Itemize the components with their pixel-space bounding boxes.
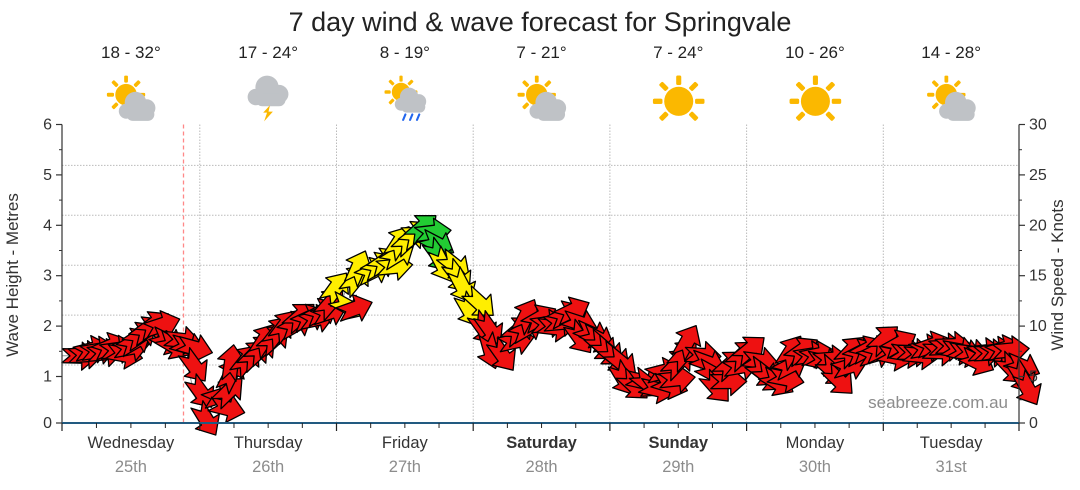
svg-text:3: 3 bbox=[43, 268, 52, 285]
svg-text:6: 6 bbox=[43, 117, 52, 134]
svg-text:18 - 32°: 18 - 32° bbox=[101, 43, 161, 62]
svg-text:25th: 25th bbox=[115, 458, 147, 476]
svg-text:Wave Height - Metres: Wave Height - Metres bbox=[3, 193, 22, 357]
svg-text:15: 15 bbox=[1029, 268, 1047, 285]
svg-text:20: 20 bbox=[1029, 217, 1047, 234]
svg-text:27th: 27th bbox=[389, 458, 421, 476]
svg-text:Wind Speed - Knots: Wind Speed - Knots bbox=[1048, 199, 1067, 350]
svg-text:10: 10 bbox=[1029, 318, 1047, 335]
svg-text:14 - 28°: 14 - 28° bbox=[921, 43, 981, 62]
svg-text:Thursday: Thursday bbox=[234, 434, 304, 452]
svg-text:30th: 30th bbox=[799, 458, 831, 476]
svg-text:Sunday: Sunday bbox=[648, 434, 708, 452]
svg-text:8 - 19°: 8 - 19° bbox=[380, 43, 430, 62]
svg-text:4: 4 bbox=[43, 217, 52, 234]
svg-text:25: 25 bbox=[1029, 167, 1047, 184]
svg-text:28th: 28th bbox=[525, 458, 557, 476]
svg-text:7 - 21°: 7 - 21° bbox=[516, 43, 566, 62]
svg-text:5: 5 bbox=[1029, 369, 1038, 386]
svg-text:17 - 24°: 17 - 24° bbox=[238, 43, 298, 62]
svg-text:26th: 26th bbox=[252, 458, 284, 476]
svg-text:seabreeze.com.au: seabreeze.com.au bbox=[868, 393, 1008, 412]
svg-text:10 - 26°: 10 - 26° bbox=[785, 43, 845, 62]
svg-text:0: 0 bbox=[1029, 415, 1038, 432]
svg-text:29th: 29th bbox=[662, 458, 694, 476]
svg-text:Saturday: Saturday bbox=[506, 434, 577, 452]
svg-text:Monday: Monday bbox=[786, 434, 845, 452]
svg-text:Friday: Friday bbox=[382, 434, 429, 452]
svg-text:30: 30 bbox=[1029, 117, 1047, 134]
svg-text:7 - 24°: 7 - 24° bbox=[653, 43, 703, 62]
svg-text:5: 5 bbox=[43, 167, 52, 184]
svg-text:Tuesday: Tuesday bbox=[920, 434, 983, 452]
svg-text:Wednesday: Wednesday bbox=[87, 434, 175, 452]
svg-text:31st: 31st bbox=[936, 458, 968, 476]
svg-text:1: 1 bbox=[43, 369, 52, 386]
svg-text:2: 2 bbox=[43, 318, 52, 335]
svg-text:0: 0 bbox=[43, 415, 52, 432]
